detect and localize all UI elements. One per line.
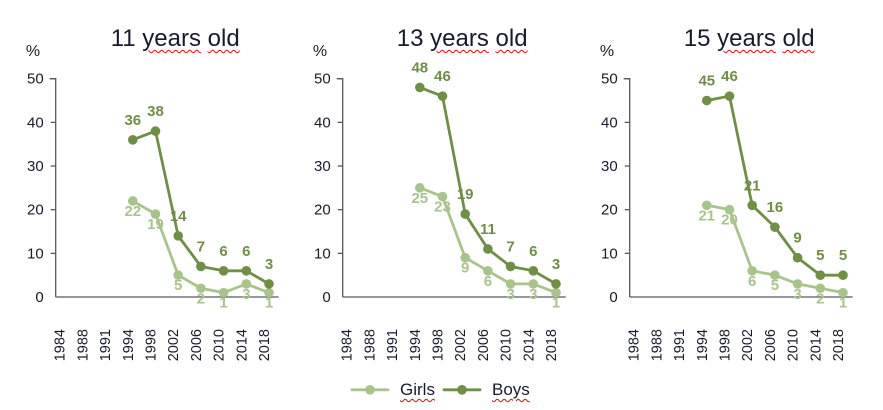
svg-text:46: 46 [721, 68, 738, 85]
svg-text:1991: 1991 [672, 329, 688, 361]
svg-text:2018: 2018 [544, 329, 560, 361]
svg-text:16: 16 [767, 199, 784, 216]
svg-text:%: % [600, 43, 614, 60]
svg-text:0: 0 [322, 289, 330, 306]
svg-text:0: 0 [609, 289, 617, 306]
svg-text:22: 22 [124, 203, 141, 220]
svg-text:2010: 2010 [499, 329, 515, 361]
svg-text:21: 21 [744, 177, 761, 194]
svg-text:48: 48 [411, 59, 428, 76]
svg-text:20: 20 [601, 202, 618, 219]
svg-text:9: 9 [461, 260, 469, 277]
svg-text:1988: 1988 [75, 329, 91, 361]
svg-text:50: 50 [27, 71, 44, 88]
svg-text:%: % [26, 43, 40, 60]
svg-text:2: 2 [197, 290, 205, 307]
svg-text:40: 40 [601, 114, 618, 131]
svg-text:7: 7 [506, 238, 514, 255]
svg-text:2: 2 [816, 290, 824, 307]
svg-text:10: 10 [601, 245, 618, 262]
svg-text:3: 3 [793, 286, 801, 303]
svg-text:1: 1 [265, 295, 273, 312]
svg-text:7: 7 [197, 238, 205, 255]
svg-text:50: 50 [314, 71, 331, 88]
svg-text:6: 6 [748, 273, 756, 290]
svg-text:3: 3 [529, 286, 537, 303]
svg-text:1998: 1998 [431, 329, 447, 361]
svg-text:1991: 1991 [98, 329, 114, 361]
svg-text:30: 30 [27, 158, 44, 175]
svg-text:50: 50 [601, 71, 618, 88]
svg-text:25: 25 [411, 190, 428, 207]
svg-text:2010: 2010 [786, 329, 802, 361]
svg-text:6: 6 [242, 243, 250, 260]
svg-text:20: 20 [721, 212, 738, 229]
svg-text:40: 40 [27, 114, 44, 131]
svg-text:21: 21 [698, 207, 715, 224]
svg-text:1: 1 [839, 295, 847, 312]
svg-text:2018: 2018 [831, 329, 847, 361]
svg-text:2006: 2006 [189, 329, 205, 361]
svg-text:14: 14 [170, 208, 187, 225]
svg-text:30: 30 [314, 158, 331, 175]
svg-text:2006: 2006 [476, 329, 492, 361]
svg-text:2014: 2014 [234, 329, 250, 361]
svg-text:5: 5 [839, 247, 847, 264]
svg-text:5: 5 [771, 277, 779, 294]
svg-text:6: 6 [219, 243, 227, 260]
svg-text:1: 1 [552, 295, 560, 312]
svg-text:1984: 1984 [53, 329, 69, 361]
svg-text:2002: 2002 [740, 329, 756, 361]
svg-text:38: 38 [147, 103, 164, 120]
svg-text:3: 3 [242, 286, 250, 303]
svg-text:1998: 1998 [718, 329, 734, 361]
svg-text:3: 3 [552, 256, 560, 273]
svg-text:23: 23 [434, 199, 451, 216]
svg-text:1994: 1994 [695, 329, 711, 361]
svg-text:2002: 2002 [453, 329, 469, 361]
svg-text:9: 9 [793, 230, 801, 247]
svg-text:6: 6 [529, 243, 537, 260]
svg-text:%: % [313, 43, 327, 60]
svg-text:1991: 1991 [385, 329, 401, 361]
svg-text:2006: 2006 [763, 329, 779, 361]
svg-text:1988: 1988 [649, 329, 665, 361]
svg-text:2014: 2014 [521, 329, 537, 361]
svg-text:2014: 2014 [808, 329, 824, 361]
svg-text:36: 36 [124, 112, 141, 129]
svg-text:5: 5 [174, 277, 182, 294]
svg-text:0: 0 [35, 289, 43, 306]
svg-text:3: 3 [506, 286, 514, 303]
svg-text:30: 30 [601, 158, 618, 175]
svg-text:1994: 1994 [408, 329, 424, 361]
svg-text:2010: 2010 [212, 329, 228, 361]
svg-text:1994: 1994 [121, 329, 137, 361]
svg-text:5: 5 [816, 247, 824, 264]
svg-text:2002: 2002 [166, 329, 182, 361]
svg-text:10: 10 [27, 245, 44, 262]
svg-text:1984: 1984 [627, 329, 643, 361]
svg-text:1: 1 [219, 295, 227, 312]
svg-text:1998: 1998 [144, 329, 160, 361]
svg-text:10: 10 [314, 245, 331, 262]
svg-text:2018: 2018 [257, 329, 273, 361]
svg-text:19: 19 [147, 216, 164, 233]
svg-text:3: 3 [265, 256, 273, 273]
svg-text:6: 6 [484, 273, 492, 290]
svg-text:46: 46 [434, 68, 451, 85]
svg-text:40: 40 [314, 114, 331, 131]
svg-text:45: 45 [698, 73, 715, 90]
svg-text:1984: 1984 [340, 329, 356, 361]
svg-text:1988: 1988 [362, 329, 378, 361]
svg-text:20: 20 [314, 202, 331, 219]
svg-text:20: 20 [27, 202, 44, 219]
svg-text:19: 19 [457, 186, 474, 203]
svg-text:11: 11 [480, 221, 496, 238]
